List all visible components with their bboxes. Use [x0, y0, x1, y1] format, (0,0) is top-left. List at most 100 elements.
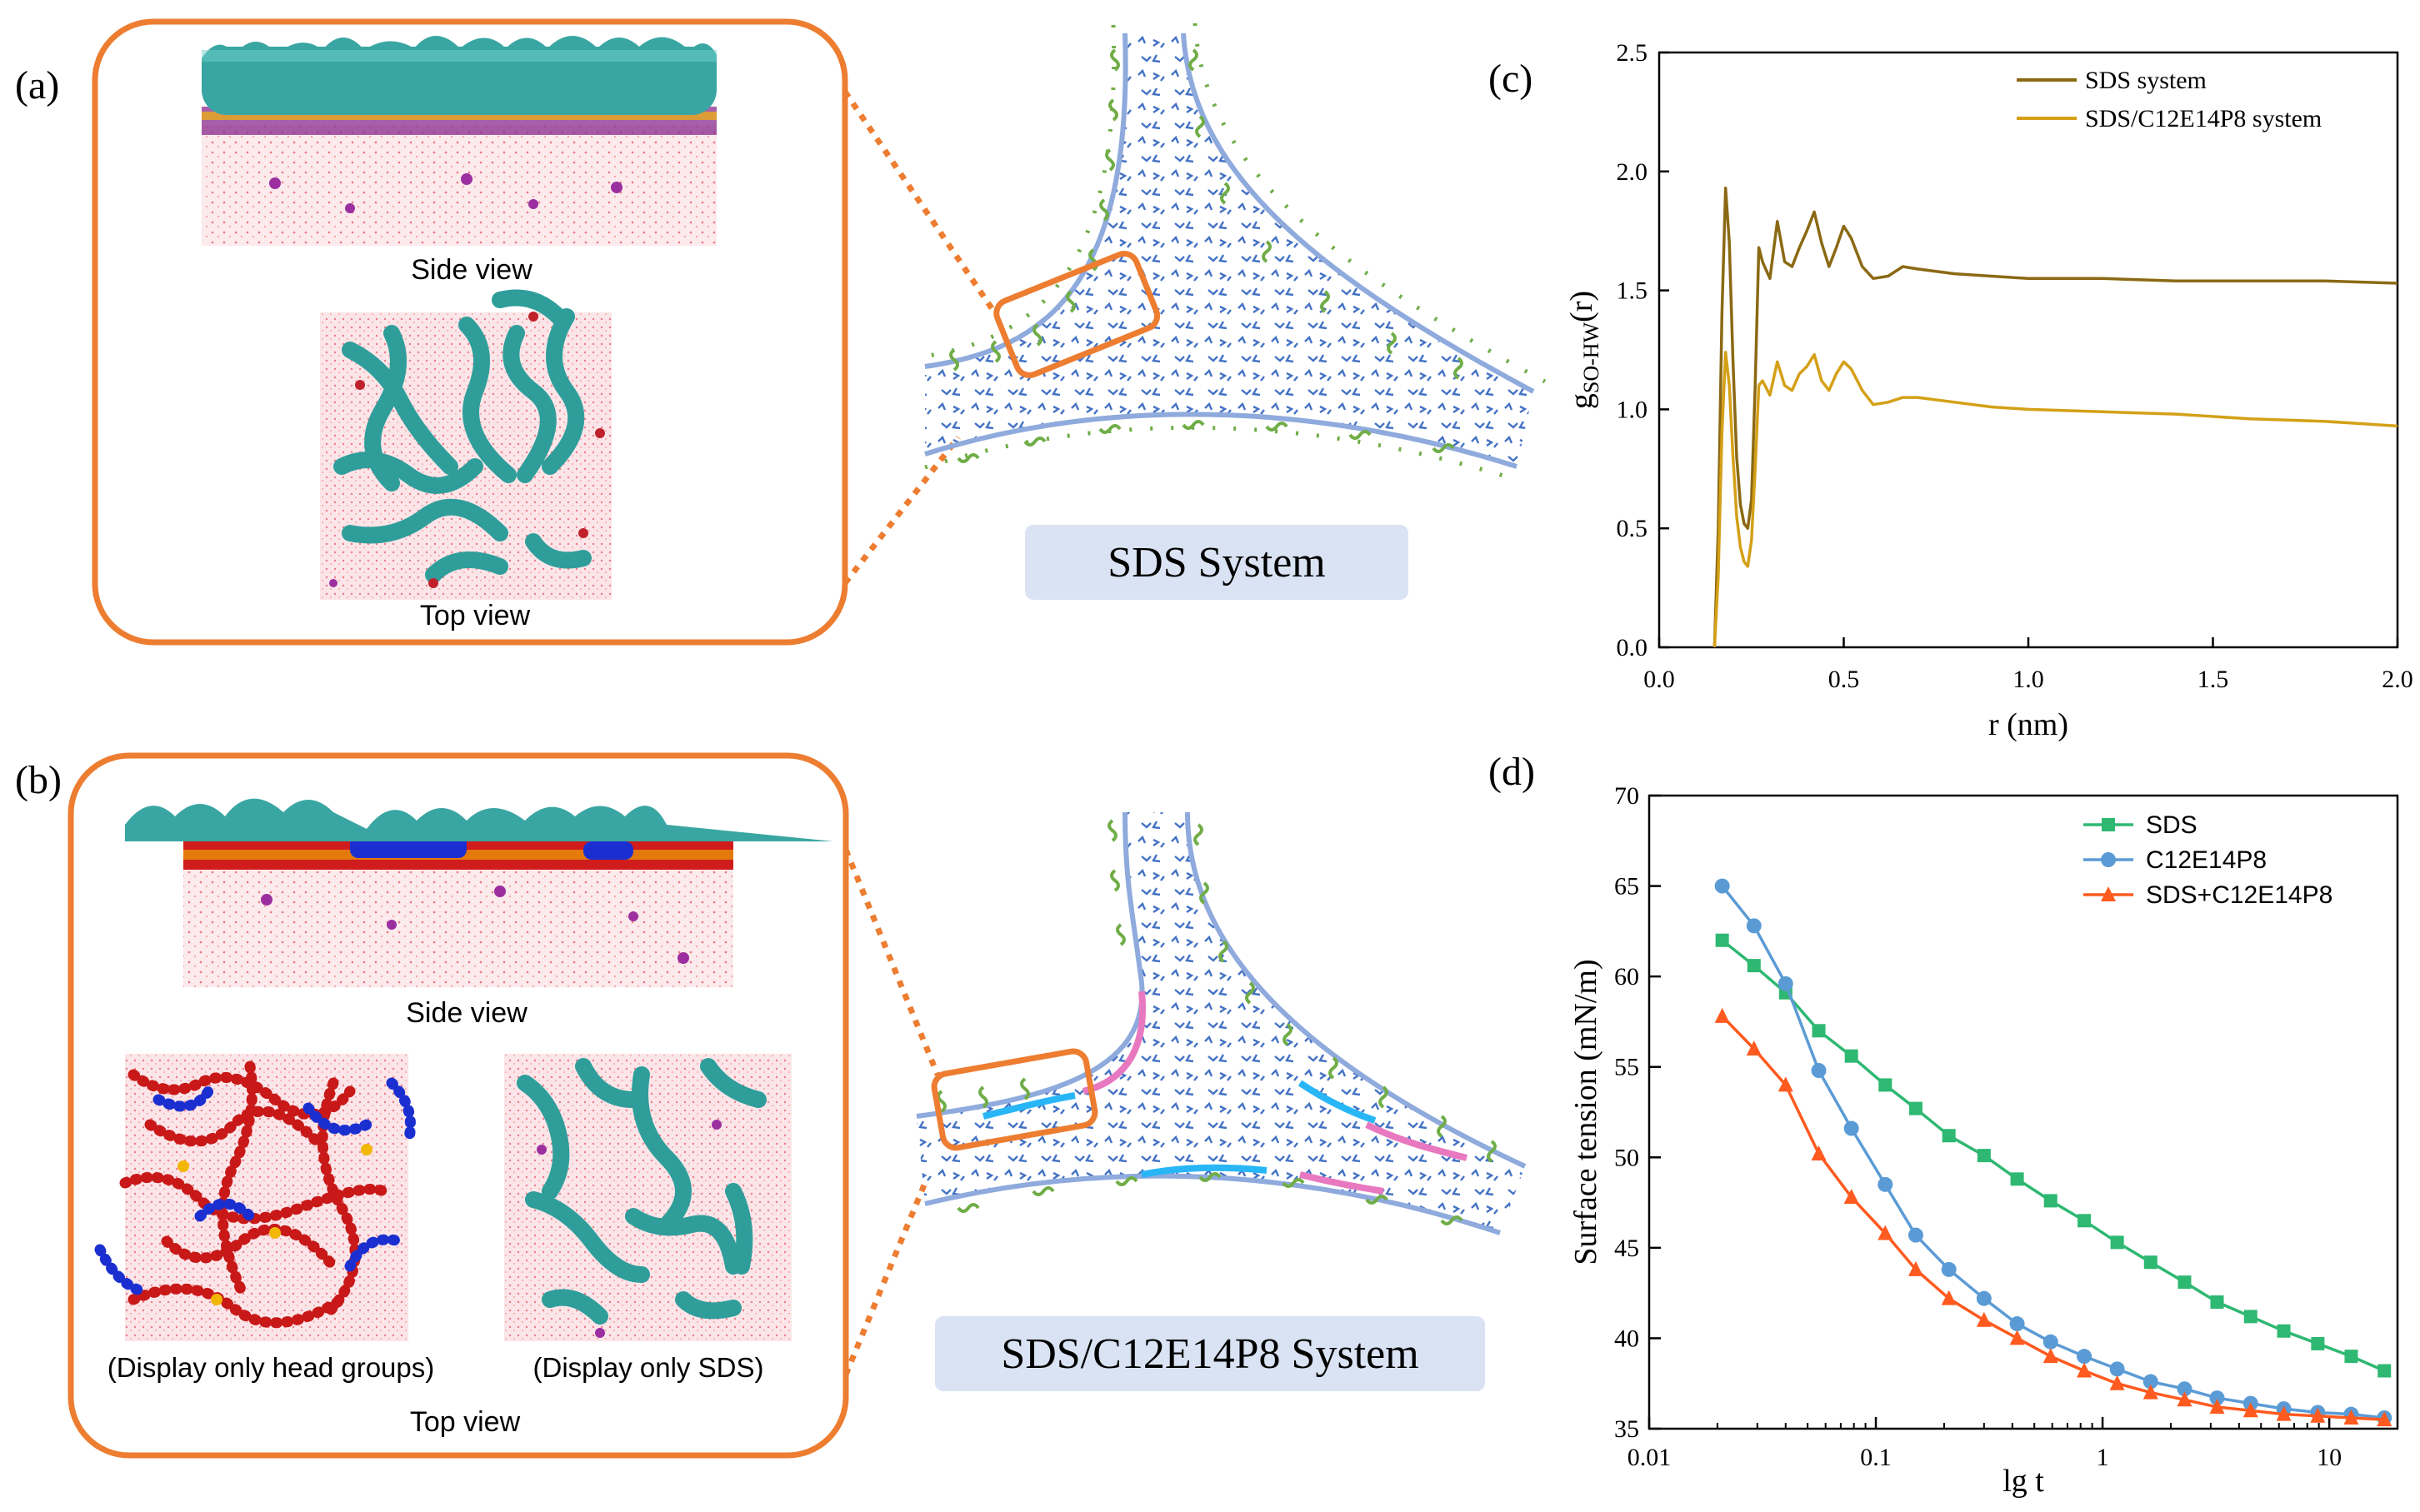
chart-rdf-series-line-1	[1712, 187, 2398, 648]
panel-a-zoom-box	[993, 251, 1161, 378]
chart-st-ytick-label: 65	[1614, 873, 1639, 901]
chart-st-point-3	[2142, 1384, 2158, 1400]
chart-st-point-2	[1714, 878, 1730, 894]
panel-b-side-view-image	[125, 798, 833, 987]
chart-st-point-1	[2110, 1235, 2124, 1250]
chart-st-point-3	[1976, 1311, 1992, 1327]
chart-st-ytick-label: 60	[1614, 963, 1639, 991]
chart-st-point-3	[2077, 1362, 2092, 1378]
panel-a-frame	[92, 18, 848, 646]
chart-rdf-ylabel-sub: SO-HW	[1579, 322, 1603, 393]
chart-st-point-1	[1908, 1101, 1922, 1115]
chart-surface-tension: 0.01 0.1 1 10 35 40 45 50 55 60 65 70 SDS C12E14P8 SD…	[1568, 782, 2399, 1499]
chart-st-ytick-label: 50	[1614, 1144, 1639, 1171]
chart-st-point-1	[2143, 1255, 2158, 1270]
panel-a-top-view-image	[320, 289, 612, 600]
chart-st-legend-swatch-marker-3	[2101, 886, 2116, 901]
chart-rdf-xtick-label: 2.0	[2382, 666, 2413, 693]
panel-label-d: (d)	[1488, 750, 1535, 794]
chart-st-point-1	[1977, 1149, 1991, 1163]
chart-st-point-1	[2043, 1194, 2058, 1208]
chart-st-point-3	[2276, 1405, 2292, 1421]
chart-st-point-2	[2209, 1390, 2225, 1406]
chart-rdf-ylabel: gSO-HW(r)	[1564, 291, 1603, 409]
chart-st-point-1	[2078, 1214, 2092, 1228]
chart-st-point-1	[2277, 1324, 2291, 1338]
chart-rdf-ytick-label: 1.5	[1617, 277, 1648, 305]
chart-rdf-ytick-label: 0.5	[1617, 515, 1648, 542]
chart-st-point-3	[1941, 1290, 1957, 1305]
chart-st-ytick-label: 45	[1614, 1235, 1639, 1262]
chart-st-point-2	[2109, 1361, 2125, 1377]
chart-st-point-1	[2178, 1275, 2192, 1290]
chart-st-ytick-label: 70	[1614, 782, 1639, 810]
panel-b-connector-bottom	[842, 1181, 928, 1376]
chart-st-point-2	[1746, 918, 1762, 934]
panel-a-connector-bottom	[842, 435, 961, 586]
chart-st-point-2	[1778, 976, 1793, 991]
panel-b-frame	[68, 752, 849, 1459]
panel-a-side-view-caption: Side view	[411, 254, 532, 286]
chart-st-legend-swatch-marker-1	[2102, 818, 2115, 831]
chart-st-ytick-label: 55	[1614, 1054, 1639, 1081]
panel-b-system-label: SDS/C12E14P8 System	[1001, 1330, 1418, 1378]
chart-rdf-ytick-label: 1.0	[1617, 396, 1648, 423]
chart-st-point-1	[1942, 1129, 1956, 1143]
chart-st-ytick-label: 35	[1614, 1415, 1639, 1443]
chart-st-xtick-label: 10	[2317, 1444, 2342, 1471]
chart-rdf-xtick-label: 0.0	[1643, 666, 1675, 693]
chart-st-point-1	[2378, 1364, 2392, 1378]
chart-st-point-2	[1908, 1227, 1923, 1243]
chart-st-point-3	[1746, 1040, 1762, 1055]
panel-b-system-label-box	[935, 1316, 1485, 1391]
chart-st-point-2	[2042, 1334, 2058, 1350]
chart-st-point-1	[2344, 1350, 2358, 1364]
chart-st-point-2	[1878, 1176, 1893, 1192]
chart-st-legend-label-3: SDS+C12E14P8	[2146, 881, 2332, 909]
chart-rdf-series-line-2	[1712, 351, 2398, 648]
panel-a-system-label: SDS System	[1108, 539, 1326, 586]
chart-st-point-1	[1715, 933, 1729, 947]
chart-rdf-xtick-label: 0.5	[1828, 666, 1860, 693]
chart-st-point-3	[2177, 1391, 2192, 1407]
chart-st-point-1	[2010, 1172, 2024, 1186]
panel-a-schematic	[912, 22, 1547, 482]
chart-st-xlabel: lg t	[2002, 1464, 2044, 1499]
chart-st-legend-label-2: C12E14P8	[2146, 846, 2267, 874]
panel-a-top-view-caption: Top view	[420, 600, 531, 631]
chart-st-point-1	[2311, 1336, 2325, 1350]
panel-label-a: (a)	[15, 63, 59, 107]
panel-label-b: (b)	[15, 758, 62, 802]
chart-st-ytick-label: 40	[1614, 1325, 1639, 1352]
panel-b-top-view-right-image	[504, 1054, 792, 1341]
chart-rdf-ylabel-suffix: (r)	[1564, 291, 1599, 322]
chart-st-point-3	[2109, 1375, 2125, 1390]
chart-st-point-3	[2343, 1409, 2359, 1425]
chart-st-point-1	[2243, 1310, 2258, 1324]
panel-b-top-view-right-caption: (Display only SDS)	[533, 1352, 764, 1383]
chart-st-point-2	[1811, 1063, 1827, 1079]
chart-st-plot-area	[1648, 794, 2399, 1430]
chart-st-point-1	[1844, 1049, 1858, 1063]
chart-rdf-legend-label-2: SDS/C12E14P8 system	[2085, 105, 2322, 132]
panel-b-zoom-box	[931, 1048, 1098, 1151]
panel-b-schematic	[916, 811, 1527, 1235]
chart-st-point-3	[1843, 1189, 1859, 1205]
chart-st-point-2	[1843, 1120, 1859, 1136]
chart-rdf-ylabel-main: g	[1564, 393, 1599, 409]
chart-st-ylabel: Surface tension (mN/m)	[1568, 959, 1603, 1265]
chart-st-xtick-label: 0.1	[1860, 1444, 1892, 1471]
chart-rdf-xtick-label: 1.0	[2012, 666, 2044, 693]
panel-b-top-view-left-image	[94, 1054, 416, 1341]
chart-st-point-2	[2142, 1374, 2158, 1390]
chart-st-point-3	[1811, 1145, 1827, 1160]
panel-a-connector-top	[842, 90, 994, 310]
panel-a: Side view Top view	[92, 18, 1547, 646]
chart-rdf-ytick-label: 0.0	[1617, 634, 1648, 661]
chart-st-legend-label-1: SDS	[2146, 811, 2198, 839]
chart-st-point-1	[1812, 1024, 1826, 1038]
chart-st-point-3	[2377, 1411, 2392, 1427]
chart-st-point-3	[2042, 1348, 2058, 1364]
chart-st-point-3	[2009, 1330, 2025, 1345]
